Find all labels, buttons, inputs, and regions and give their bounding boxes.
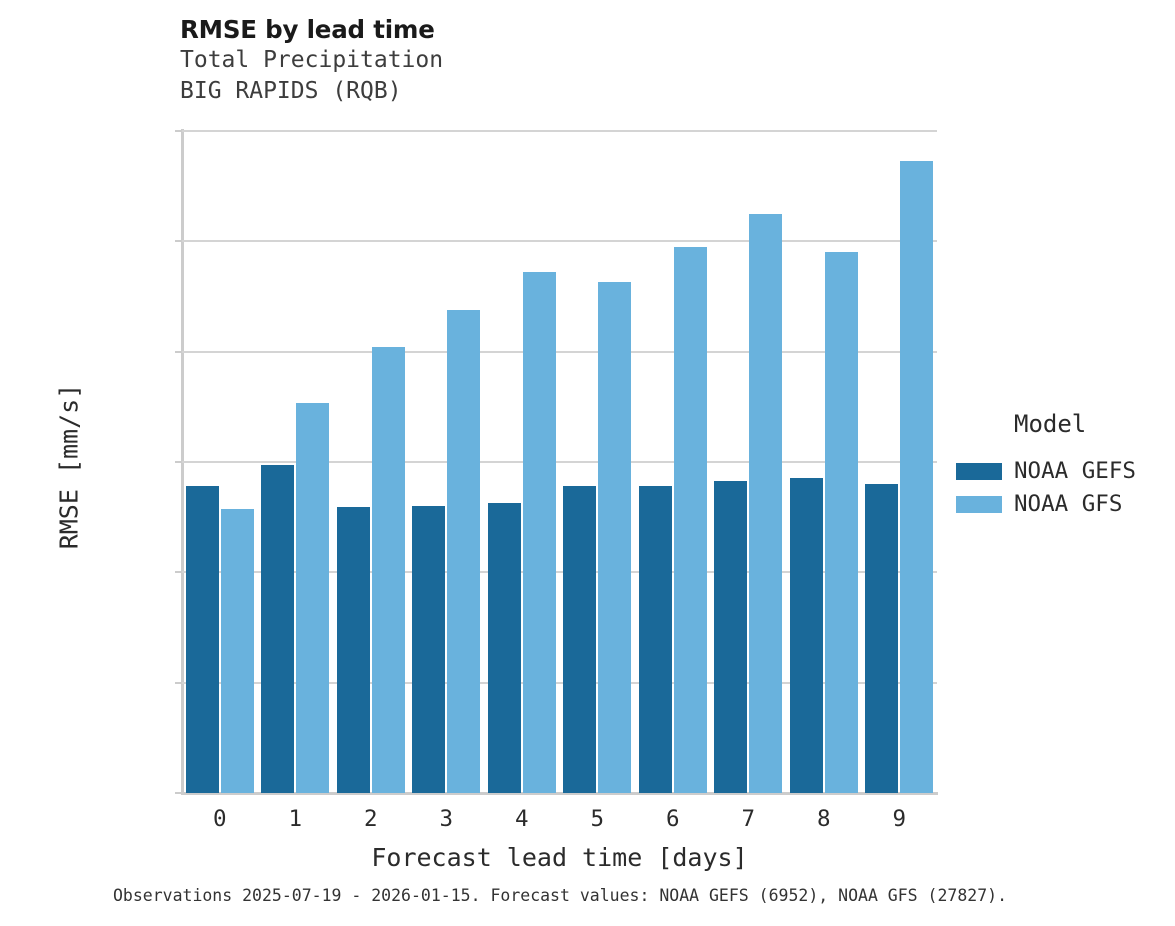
bar-noaa-gefs-day-4[interactable] [487,502,521,793]
bar-noaa-gfs-day-0[interactable] [220,508,254,793]
bar-noaa-gefs-day-7[interactable] [714,481,748,793]
x-tick-label: 2 [363,806,378,832]
bar-noaa-gefs-day-9[interactable] [865,484,899,793]
bar-noaa-gefs-day-3[interactable] [412,506,446,793]
bar-noaa-gfs-day-9[interactable] [900,160,934,793]
x-tick-label: 3 [439,806,454,832]
y-axis-title: RMSE [mm/s] [54,383,84,550]
bar-noaa-gefs-day-5[interactable] [563,486,597,793]
bar-noaa-gefs-day-2[interactable] [336,507,370,793]
y-tick-mark [175,792,182,794]
chart-subtitle-variable: Total Precipitation [180,47,444,74]
x-tick-label: 9 [892,806,907,832]
x-axis-spine [181,792,938,795]
bar-noaa-gefs-day-0[interactable] [185,486,219,793]
bar-noaa-gefs-day-1[interactable] [261,464,295,793]
y-gridline [182,681,937,684]
y-tick-mark [175,130,182,132]
page-title: RMSE by lead time [180,15,435,44]
bar-noaa-gefs-day-6[interactable] [638,486,672,793]
y-gridline [182,240,937,243]
x-axis-title: Forecast lead time [days] [371,843,748,872]
x-tick-label: 4 [514,806,529,832]
bar-noaa-gfs-day-1[interactable] [296,402,330,793]
legend-title: Model [1014,410,1087,438]
legend-label: NOAA GFS [1014,491,1123,517]
bar-noaa-gefs-day-8[interactable] [789,478,823,793]
y-gridline [182,130,937,132]
bar-noaa-gfs-day-5[interactable] [598,281,632,793]
x-tick-label: 1 [288,806,303,832]
bar-noaa-gfs-day-6[interactable] [673,247,707,793]
y-gridline [182,571,937,574]
y-gridline [182,461,937,463]
bar-noaa-gfs-day-4[interactable] [522,272,556,793]
y-gridline [182,350,937,353]
x-tick-label: 6 [665,806,680,832]
plot-area [175,130,937,794]
chart-subtitle-station: BIG RAPIDS (RQB) [180,77,402,104]
legend-swatch-icon [956,496,1002,513]
y-tick-mark [175,681,182,684]
legend-label: NOAA GEFS [1014,458,1136,484]
bar-noaa-gfs-day-2[interactable] [371,346,405,793]
y-tick-mark [175,350,182,353]
bar-noaa-gfs-day-7[interactable] [749,214,783,793]
bar-noaa-gfs-day-3[interactable] [447,310,481,793]
y-tick-mark [175,571,182,574]
x-tick-label: 7 [741,806,756,832]
bar-noaa-gfs-day-8[interactable] [824,252,858,793]
x-tick-label: 8 [816,806,831,832]
title-block: RMSE by lead time Total Precipitation BI… [180,16,940,106]
footer-note: Observations 2025-07-19 - 2026-01-15. Fo… [112,886,1008,905]
x-tick-label: 0 [212,806,227,832]
y-tick-mark [175,240,182,243]
y-tick-mark [175,461,182,463]
x-tick-label: 5 [590,806,605,832]
legend-swatch-icon [956,463,1002,480]
